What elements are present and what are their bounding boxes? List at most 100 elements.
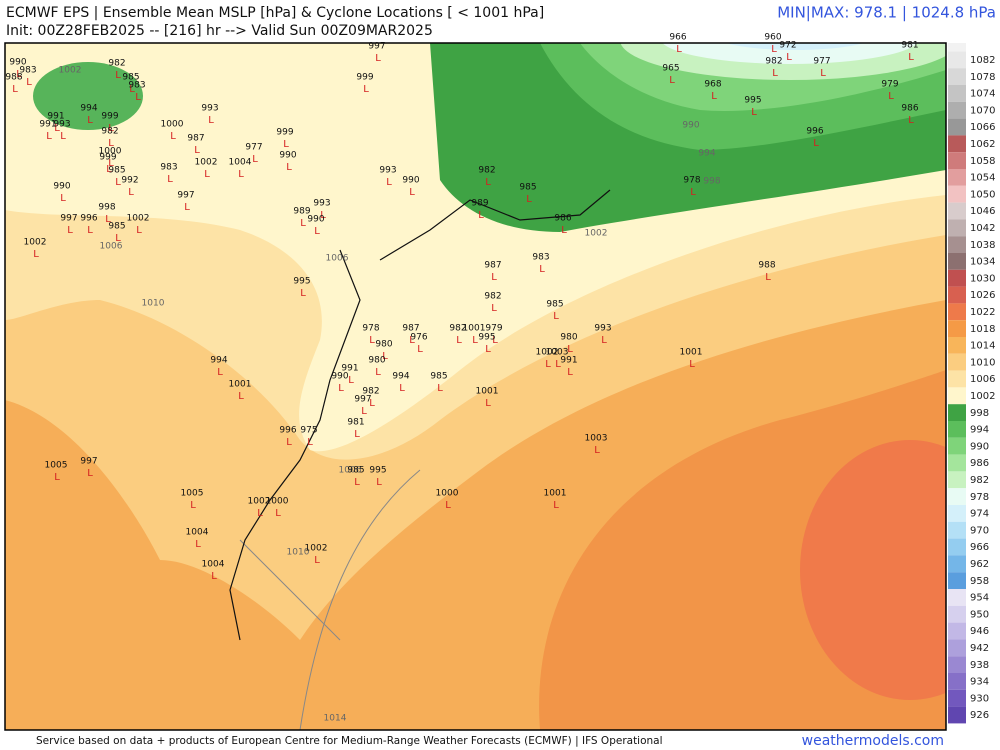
cyclone-marker: L — [348, 375, 354, 386]
colorbar-cell — [948, 437, 966, 455]
cyclone-marker: L — [105, 214, 111, 225]
cyclone-marker: L — [275, 508, 281, 519]
cyclone-pressure: 1000 — [266, 497, 289, 507]
colorbar-cell — [948, 118, 966, 136]
colorbar-label: 1050 — [970, 189, 995, 200]
band-998-west — [33, 62, 143, 130]
cyclone-pressure: 999 — [99, 153, 116, 163]
cyclone-marker: L — [491, 272, 497, 283]
map-fill — [5, 43, 946, 730]
cyclone-pressure: 982 — [362, 387, 379, 397]
colorbar-label: 990 — [970, 441, 989, 452]
colorbar-label: 994 — [970, 425, 989, 436]
cyclone-marker: L — [167, 174, 173, 185]
cyclone-marker: L — [320, 210, 326, 221]
cyclone-pressure: 987 — [402, 324, 419, 334]
colorbar-cell — [948, 152, 966, 169]
init-line: Init: 00Z28FEB2025 -- [216] hr --> Valid… — [6, 23, 433, 39]
colorbar-label: 974 — [970, 509, 989, 520]
cyclone-pressure: 1002 — [305, 544, 328, 554]
colorbar-cell — [948, 421, 966, 438]
cyclone-pressure: 978 — [683, 176, 700, 186]
colorbar-label: 982 — [970, 475, 989, 486]
cyclone-pressure: 985 — [347, 466, 364, 476]
colorbar-cell — [948, 320, 966, 337]
colorbar-label: 950 — [970, 609, 989, 620]
cyclone-marker: L — [286, 437, 292, 448]
cyclone-pressure: 995 — [369, 466, 386, 476]
cyclone-marker: L — [129, 84, 135, 95]
cyclone-pressure: 982 — [765, 57, 782, 67]
cyclone-marker: L — [115, 233, 121, 244]
cyclone-pressure: 996 — [80, 214, 97, 224]
cyclone-pressure: 994 — [80, 104, 97, 114]
cyclone-pressure: 997 — [368, 42, 385, 52]
colorbar-label: 938 — [970, 660, 989, 671]
cyclone-marker: L — [307, 437, 313, 448]
cyclone-pressure: 1004 — [186, 528, 209, 538]
cyclone-pressure: 988 — [5, 73, 22, 83]
band-978 — [725, 43, 865, 50]
cyclone-pressure: 1000 — [161, 120, 184, 130]
colorbar-cell — [948, 555, 966, 573]
cyclone-pressure: 979 — [485, 324, 502, 334]
cyclone-marker: L — [33, 249, 39, 260]
cyclone-pressure: 1004 — [229, 158, 252, 168]
cyclone-pressure: 980 — [560, 333, 577, 343]
cyclone-marker: L — [771, 44, 777, 55]
cyclone-pressure: 989 — [471, 199, 488, 209]
cyclone-pressure: 1000 — [99, 147, 122, 157]
cyclone-marker: L — [399, 383, 405, 394]
cyclone-marker: L — [751, 107, 757, 118]
cyclone-marker: L — [526, 194, 532, 205]
cyclone-marker: L — [128, 187, 134, 198]
colorbar-cell — [948, 68, 966, 85]
cyclone-pressure: 978 — [362, 324, 379, 334]
cyclone-marker: L — [238, 169, 244, 180]
contour-label: 1002 — [59, 66, 82, 76]
cyclone-pressure: 1001 — [229, 380, 252, 390]
colorbar-label: 1074 — [970, 89, 995, 100]
cyclone-pressure: 990 — [279, 151, 296, 161]
colorbar-label: 1062 — [970, 139, 995, 150]
cyclone-marker: L — [54, 123, 60, 134]
cyclone-pressure: 985 — [546, 300, 563, 310]
cyclone-pressure: 981 — [901, 41, 918, 51]
cyclone-pressure: 993 — [379, 166, 396, 176]
cyclone-pressure: 985 — [430, 372, 447, 382]
cyclone-pressure: 980 — [375, 340, 392, 350]
cyclone-pressure: 986 — [554, 214, 571, 224]
cyclone-marker: L — [217, 367, 223, 378]
band-982 — [662, 43, 918, 64]
cyclone-pressure: 997 — [177, 191, 194, 201]
cyclone-pressure: 996 — [279, 426, 296, 436]
contour-label: 1002 — [585, 229, 608, 239]
cyclone-pressure: 985 — [108, 166, 125, 176]
cyclone-marker: L — [409, 187, 415, 198]
colorbar-label: 942 — [970, 643, 989, 654]
contour-label: 1010 — [142, 299, 165, 309]
contour-label: 1006 — [339, 466, 362, 476]
cyclone-marker: L — [283, 139, 289, 150]
site-link[interactable]: weathermodels.com — [802, 733, 944, 749]
cyclone-marker: L — [354, 477, 360, 488]
colorbar-label: 1054 — [970, 173, 995, 184]
cyclone-pressure: 990 — [307, 215, 324, 225]
cyclone-pressure: 997 — [60, 214, 77, 224]
cyclone-marker: L — [195, 539, 201, 550]
colorbar-label: 1006 — [970, 374, 995, 385]
colorbar-label: 1066 — [970, 122, 995, 133]
cyclone-marker: L — [553, 311, 559, 322]
cyclone-pressure: 986 — [901, 104, 918, 114]
cyclone-pressure: 995 — [293, 277, 310, 287]
colorbar-cell — [948, 387, 966, 405]
band-1022 — [800, 440, 946, 700]
cyclone-marker: L — [54, 472, 60, 483]
cyclone-pressure: 994 — [210, 356, 227, 366]
cyclone-marker: L — [300, 218, 306, 229]
colorbar-cell — [948, 656, 966, 673]
cyclone-marker: L — [238, 391, 244, 402]
cyclone-pressure: 977 — [245, 143, 262, 153]
cyclone-pressure: 975 — [300, 426, 317, 436]
